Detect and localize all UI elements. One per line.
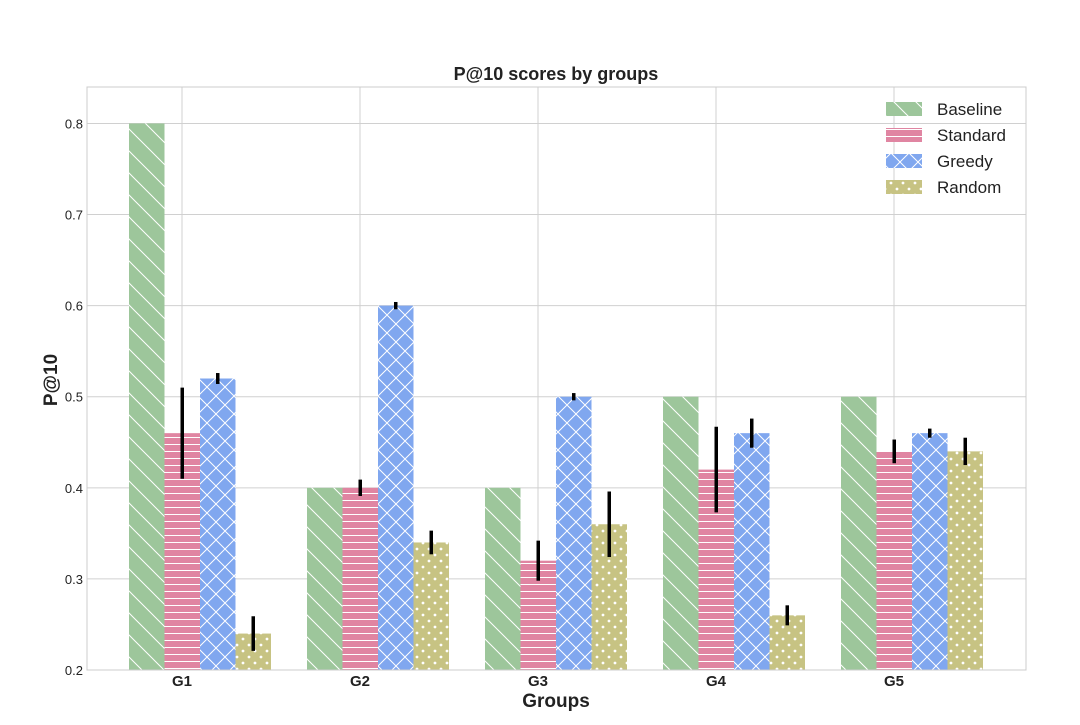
y-tick-label: 0.8 <box>65 116 83 131</box>
chart-title: P@10 scores by groups <box>454 64 659 84</box>
legend-label-standard: Standard <box>937 126 1006 145</box>
bar-baseline-g5 <box>841 396 877 670</box>
x-tick-labels: G1 G2 G3 G4 G5 <box>172 673 904 690</box>
x-axis-title: Groups <box>522 691 590 712</box>
plot-frame <box>86 86 1027 671</box>
x-tick-label: G2 <box>350 673 370 690</box>
y-tick-labels: 0.2 0.3 0.4 0.5 0.6 0.7 0.8 <box>65 116 83 678</box>
legend-label-greedy: Greedy <box>937 152 993 171</box>
bar-random-g5 <box>947 451 983 670</box>
y-tick-label: 0.2 <box>65 663 83 678</box>
legend-label-random: Random <box>937 178 1001 197</box>
x-tick-label: G1 <box>172 673 192 690</box>
legend-label-baseline: Baseline <box>937 100 1002 119</box>
bar-baseline-g4 <box>663 396 699 670</box>
y-tick-label: 0.7 <box>65 208 83 223</box>
x-tick-label: G5 <box>884 673 904 690</box>
bar-greedy-g2 <box>378 305 414 670</box>
bar-standard-g5 <box>876 451 912 670</box>
bar-baseline-g1 <box>129 123 165 670</box>
bar-baseline-g2 <box>307 487 343 670</box>
legend-swatch-standard <box>886 128 922 142</box>
bar-baseline-g3 <box>485 487 521 670</box>
error-bars-layer <box>180 301 967 651</box>
bar-greedy-g5 <box>912 433 948 670</box>
y-axis-title: P@10 <box>41 354 62 406</box>
x-tick-label: G3 <box>528 673 548 690</box>
bar-greedy-g4 <box>734 433 770 670</box>
bar-random-g2 <box>413 542 449 670</box>
legend-swatch-greedy <box>886 154 922 168</box>
bar-greedy-g3 <box>556 396 592 670</box>
y-tick-label: 0.4 <box>65 481 83 496</box>
bars-layer <box>129 123 983 670</box>
legend-swatch-baseline <box>886 102 922 116</box>
x-tick-label: G4 <box>706 673 727 690</box>
legend-swatch-random <box>886 180 922 194</box>
y-tick-label: 0.6 <box>65 299 83 314</box>
legend: Baseline Standard Greedy Random <box>886 100 1006 197</box>
y-tick-label: 0.3 <box>65 572 83 587</box>
bar-greedy-g1 <box>200 378 236 670</box>
y-tick-label: 0.5 <box>65 390 83 405</box>
bar-standard-g2 <box>342 487 378 670</box>
